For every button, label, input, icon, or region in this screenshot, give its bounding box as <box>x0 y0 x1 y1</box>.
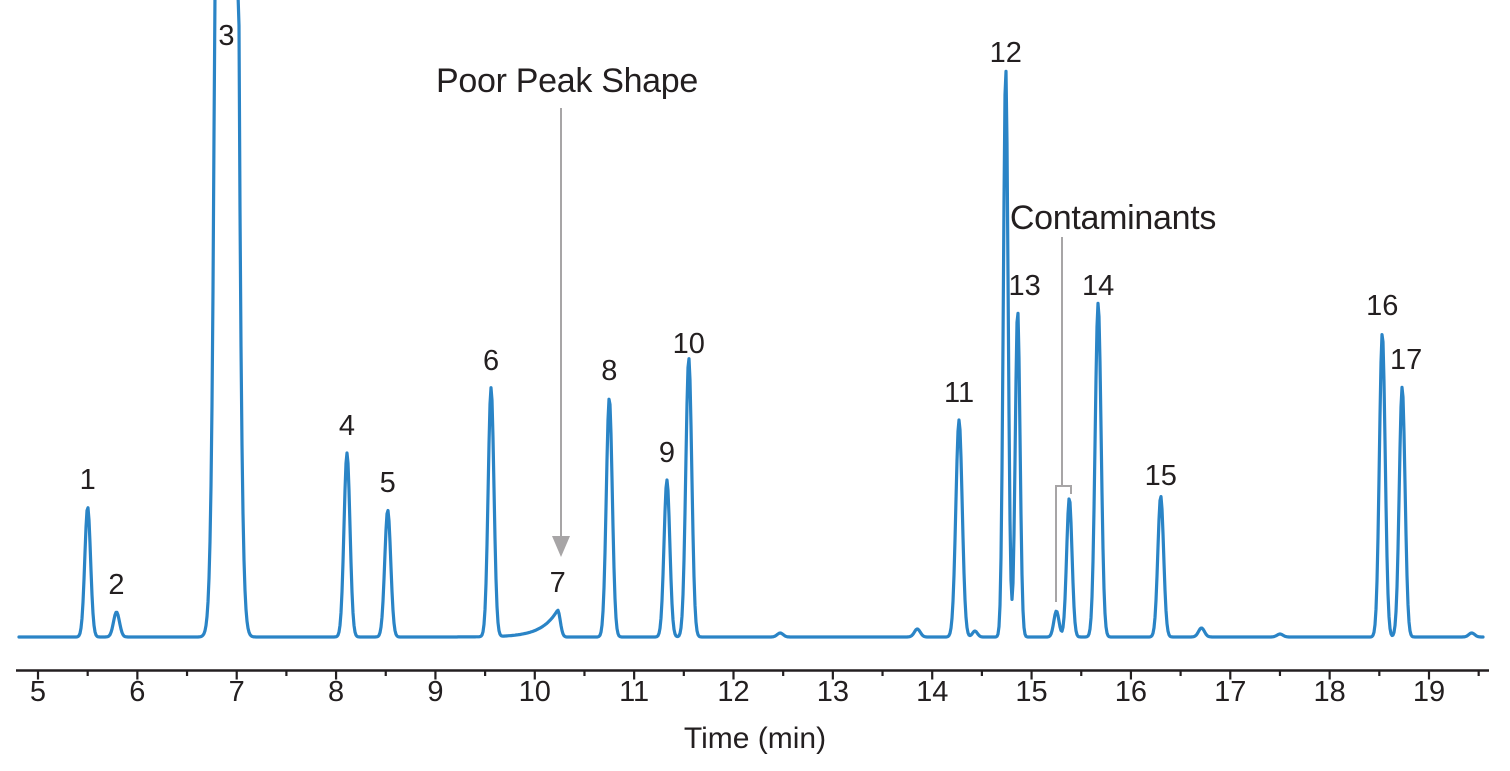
peak-label-7: 7 <box>550 567 566 599</box>
x-tick-label-13: 13 <box>817 676 849 708</box>
x-tick-label-17: 17 <box>1214 676 1246 708</box>
x-tick-label-9: 9 <box>427 676 443 708</box>
contaminants-annotation-text: Contaminants <box>1010 199 1216 237</box>
peak-label-15: 15 <box>1145 460 1177 492</box>
x-tick-label-19: 19 <box>1413 676 1445 708</box>
peak-label-14: 14 <box>1082 270 1114 302</box>
chromatogram-trace-group <box>17 0 1485 639</box>
x-axis-tick-labels: 5 6 7 8 9 10 11 12 13 14 15 16 17 18 19 <box>30 676 1445 708</box>
peak-label-9: 9 <box>659 437 675 469</box>
x-tick-label-10: 10 <box>519 676 551 708</box>
peak-label-6: 6 <box>483 345 499 377</box>
x-axis-title: Time (min) <box>684 722 826 755</box>
peak-label-16: 16 <box>1366 290 1398 322</box>
peak-label-5: 5 <box>380 467 396 499</box>
peak-label-10: 10 <box>673 328 705 360</box>
peak-label-1: 1 <box>80 464 96 496</box>
peak-label-17: 17 <box>1390 344 1422 376</box>
x-tick-label-15: 15 <box>1015 676 1047 708</box>
peak-label-11: 11 <box>944 377 974 409</box>
poor-peak-shape-annotation-text: Poor Peak Shape <box>436 62 698 100</box>
x-tick-label-11: 11 <box>619 676 649 708</box>
contaminants-bracket <box>1055 485 1072 602</box>
x-tick-label-5: 5 <box>30 676 46 708</box>
annotations: Poor Peak Shape Contaminants <box>436 62 1216 602</box>
peak-label-12: 12 <box>990 37 1022 69</box>
chromatogram-trace <box>17 0 1485 639</box>
peak-label-3: 3 <box>218 20 234 52</box>
x-axis <box>16 669 1489 680</box>
x-tick-label-8: 8 <box>328 676 344 708</box>
x-tick-label-6: 6 <box>129 676 145 708</box>
peak-label-2: 2 <box>108 569 124 601</box>
peak-label-13: 13 <box>1009 270 1041 302</box>
x-tick-label-18: 18 <box>1314 676 1346 708</box>
x-tick-label-7: 7 <box>229 676 245 708</box>
peak-label-4: 4 <box>339 410 355 442</box>
x-tick-label-12: 12 <box>717 676 749 708</box>
x-tick-label-14: 14 <box>916 676 948 708</box>
x-tick-label-16: 16 <box>1115 676 1147 708</box>
arrow-down-icon <box>552 536 570 557</box>
peak-label-8: 8 <box>601 355 617 387</box>
